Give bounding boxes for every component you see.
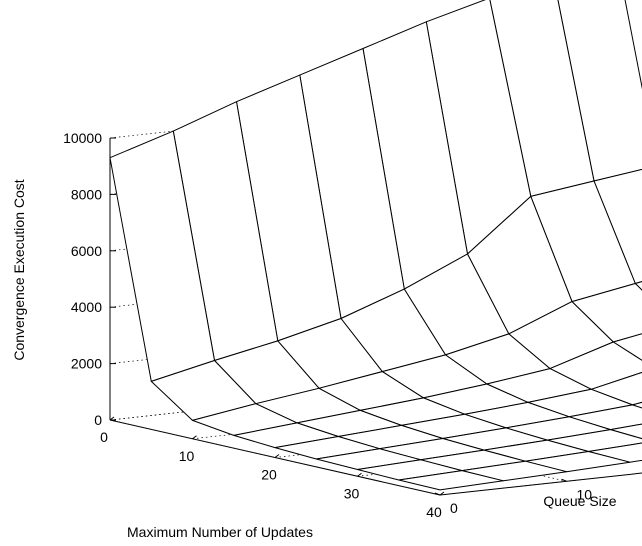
x-axis-label: Maximum Number of Updates xyxy=(127,524,313,540)
z-tick-label: 10000 xyxy=(63,130,102,146)
y-tick-label: 0 xyxy=(450,500,458,516)
x-tick-label: 30 xyxy=(344,485,360,501)
z-tick-label: 6000 xyxy=(71,243,102,259)
x-tick-mark xyxy=(439,491,445,496)
z-tick-label: 8000 xyxy=(71,186,102,202)
y-axis-line xyxy=(439,472,642,496)
x-tick-mark xyxy=(192,435,197,440)
y-axis-label: Queue Size xyxy=(543,493,616,509)
z-tick-label: 4000 xyxy=(71,299,102,315)
x-tick-mark xyxy=(357,472,362,477)
x-tick-mark xyxy=(109,416,115,421)
y-tick-mark xyxy=(561,478,567,482)
z-tick-label: 0 xyxy=(94,412,102,428)
ticks-layer: 0200040006000800010000010203040010203040 xyxy=(63,130,593,520)
x-tick-label: 20 xyxy=(261,467,277,483)
z-axis-label: Convergence Execution Cost xyxy=(11,179,27,360)
y-tick-label: 10 xyxy=(577,486,593,502)
surface-cell xyxy=(632,401,642,409)
z-tick-label: 2000 xyxy=(71,356,102,372)
surface-layer xyxy=(109,0,642,491)
x-tick-label: 10 xyxy=(179,448,195,464)
x-tick-label: 40 xyxy=(426,504,442,520)
x-tick-label: 0 xyxy=(100,429,108,445)
y-tick-mark xyxy=(434,492,441,496)
x-tick-mark xyxy=(274,454,280,458)
surface-cell xyxy=(398,470,504,491)
